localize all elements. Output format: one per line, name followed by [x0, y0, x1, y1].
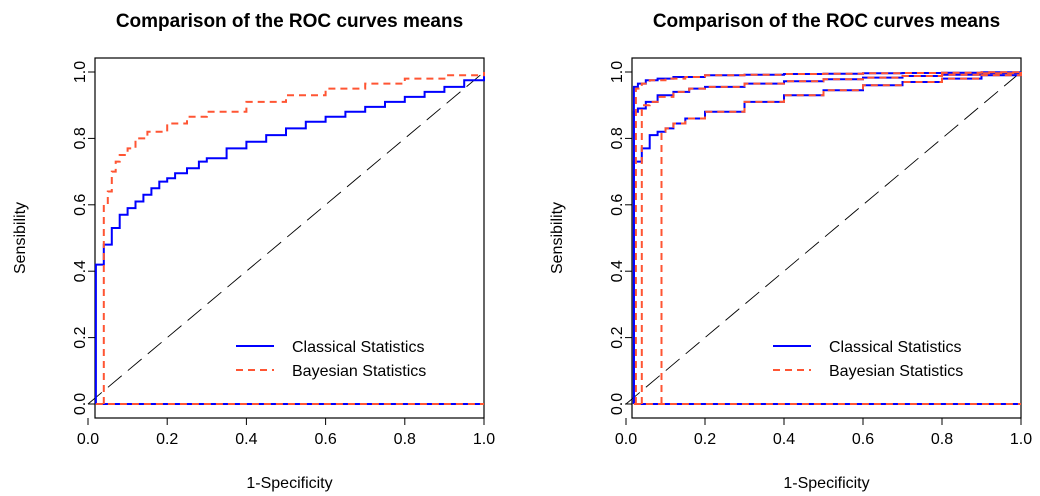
- x-tick-label: 0.8: [394, 431, 416, 448]
- series-1-curve-1: [632, 71, 1022, 404]
- legend-label-1: Classical Statistics: [829, 339, 961, 356]
- y-tick-label: 1.0: [72, 61, 89, 83]
- x-tick-label: 1.0: [473, 431, 495, 448]
- y-tick-label: 0.8: [72, 127, 89, 149]
- y-tick-label: 0.8: [609, 127, 626, 149]
- x-tick-label: 0.6: [852, 431, 874, 448]
- chart-title: Comparison of the ROC curves means: [653, 11, 1000, 32]
- plot-frame: [94, 57, 485, 419]
- series-1-curve-2: [632, 72, 1022, 404]
- y-tick-label: 0.0: [609, 393, 626, 415]
- y-tick-label: 0.6: [609, 194, 626, 216]
- x-tick-label: 0.4: [235, 431, 257, 448]
- x-tick-label: 0.0: [615, 431, 637, 448]
- y-tick-label: 0.2: [609, 326, 626, 348]
- series-2-curve-1: [634, 71, 1022, 404]
- legend-label-2: Bayesian Statistics: [292, 363, 426, 380]
- legend-label-1: Classical Statistics: [292, 339, 424, 356]
- y-tick-label: 0.2: [72, 326, 89, 348]
- x-tick-label: 0.2: [694, 431, 716, 448]
- reference-diagonal: [625, 71, 1022, 405]
- series-2-curve-2: [640, 72, 1022, 404]
- series-2-curve-1: [102, 72, 485, 404]
- series-1-curve-3: [632, 72, 1022, 404]
- y-tick-label: 0.4: [72, 260, 89, 282]
- x-axis-label: 1-Specificity: [783, 475, 869, 492]
- x-tick-label: 1.0: [1010, 431, 1032, 448]
- x-tick-label: 0.0: [77, 431, 99, 448]
- y-axis-label: Sensibility: [12, 202, 29, 274]
- y-axis-label: Sensibility: [549, 202, 566, 274]
- x-tick-label: 0.6: [314, 431, 336, 448]
- x-tick-label: 0.4: [773, 431, 795, 448]
- x-tick-label: 0.8: [931, 431, 953, 448]
- y-tick-label: 0.6: [72, 194, 89, 216]
- roc-chart-1: Comparison of the ROC curves means 0.0 0.2…: [12, 11, 495, 492]
- reference-diagonal: [87, 71, 485, 405]
- legend-label-2: Bayesian Statistics: [829, 363, 963, 380]
- x-tick-label: 0.2: [156, 431, 178, 448]
- chart-title: Comparison of the ROC curves means: [116, 11, 463, 32]
- y-tick-label: 0.4: [609, 260, 626, 282]
- x-axis-label: 1-Specificity: [246, 475, 332, 492]
- plot-frame: [631, 57, 1022, 419]
- roc-chart-2: Comparison of the ROC curves means 0.0 0.2…: [549, 11, 1032, 492]
- series-1-curve-1: [94, 72, 485, 404]
- y-tick-label: 0.0: [72, 393, 89, 415]
- series-2-curve-3: [660, 72, 1022, 404]
- y-tick-label: 1.0: [609, 61, 626, 83]
